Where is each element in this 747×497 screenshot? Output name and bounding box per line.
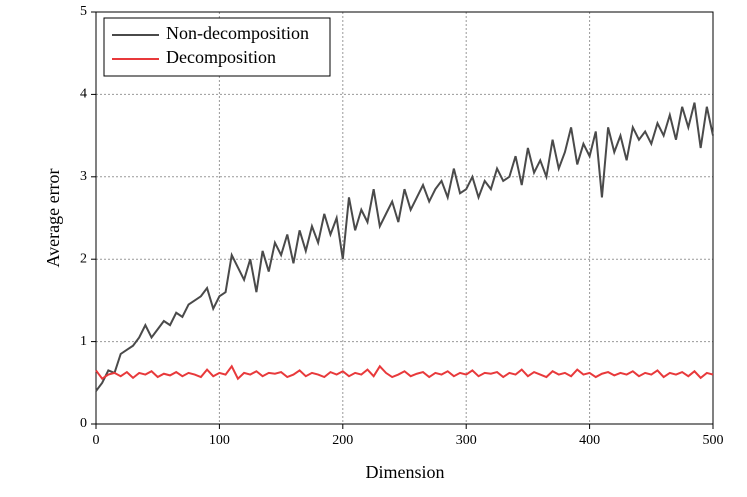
x-tick-label: 400	[579, 433, 600, 448]
x-tick-label: 200	[332, 433, 353, 448]
x-tick-label: 0	[93, 433, 100, 448]
x-tick-label: 500	[703, 433, 724, 448]
y-tick-label: 2	[80, 251, 87, 266]
y-tick-label: 5	[80, 4, 87, 19]
x-tick-label: 300	[456, 433, 477, 448]
x-tick-label: 100	[209, 433, 230, 448]
data-line	[95, 364, 714, 381]
y-tick-label: 0	[80, 416, 87, 431]
y-tick-label: 1	[80, 334, 87, 349]
y-tick-label: 3	[80, 169, 87, 184]
plot-frame	[95, 11, 714, 425]
legend-label: Non-decomposition	[166, 23, 309, 43]
legend-box	[103, 17, 331, 77]
y-axis-label: Average error	[43, 168, 63, 267]
y-tick-label: 4	[80, 87, 87, 102]
data-line	[95, 102, 714, 392]
legend-label: Decomposition	[166, 47, 276, 67]
x-axis-label: Dimension	[366, 462, 445, 482]
